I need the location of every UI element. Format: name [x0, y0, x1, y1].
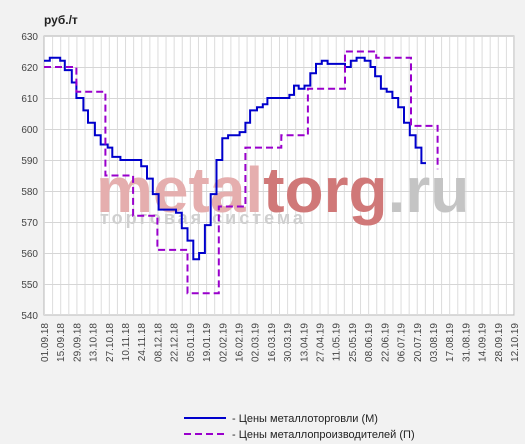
- x-tick-label: 29.09.18: [72, 323, 83, 362]
- x-tick-label: 28.09.19: [494, 323, 505, 362]
- x-tick-label: 05.01.19: [186, 323, 197, 362]
- watermark-subtext: торговая система: [100, 208, 306, 228]
- x-tick-label: 11.05.19: [332, 323, 343, 362]
- y-tick-label: 600: [21, 125, 38, 136]
- x-tick-label: 06.07.19: [397, 323, 408, 362]
- x-tick-label: 22.06.19: [380, 323, 391, 362]
- series-layer: [44, 50, 439, 295]
- series-line-0: [44, 56, 426, 261]
- x-tick-label: 17.08.19: [445, 323, 456, 362]
- y-tick-label: 540: [21, 311, 38, 322]
- x-tick-label: 27.10.18: [105, 323, 116, 362]
- x-tick-label: 08.06.19: [364, 323, 375, 362]
- y-tick-label: 610: [21, 94, 38, 105]
- x-tick-label: 27.04.19: [316, 323, 327, 362]
- legend-label-1: - Цены металлопроизводителей (П): [232, 429, 415, 441]
- x-tick-label: 03.08.19: [429, 323, 440, 362]
- x-tick-label: 30.03.19: [283, 323, 294, 362]
- x-tick-label: 20.07.19: [413, 323, 424, 362]
- x-tick-label: 25.05.19: [348, 323, 359, 362]
- watermark-text: metaltorg.ru: [96, 154, 469, 226]
- x-tick-label: 13.10.18: [89, 323, 100, 362]
- y-axis-ticks: 540 550 560 570 580 590 600 610 620 630: [21, 32, 38, 322]
- x-tick-label: 02.02.19: [218, 323, 229, 362]
- x-tick-label: 16.03.19: [267, 323, 278, 362]
- legend-label-0: - Цены металлоторговли (М): [232, 413, 378, 425]
- y-tick-label: 550: [21, 280, 38, 291]
- y-tick-label: 630: [21, 32, 38, 43]
- legend: - Цены металлоторговли (М) - Цены металло…: [184, 413, 415, 441]
- y-tick-label: 570: [21, 218, 38, 229]
- x-tick-label: 19.01.19: [202, 323, 213, 362]
- y-tick-label: 620: [21, 63, 38, 74]
- x-tick-label: 02.03.19: [251, 323, 262, 362]
- x-tick-label: 15.09.18: [56, 323, 67, 362]
- x-tick-label: 12.10.19: [510, 323, 521, 362]
- x-tick-label: 10.11.18: [121, 323, 132, 362]
- y-tick-label: 580: [21, 187, 38, 198]
- x-axis-ticks: 01.09.18 15.09.18 29.09.18 13.10.18 27.10.18…: [40, 323, 521, 362]
- x-tick-label: 16.02.19: [234, 323, 245, 362]
- x-tick-label: 24.11.18: [137, 323, 148, 362]
- x-tick-label: 31.08.19: [461, 323, 472, 362]
- x-tick-label: 08.12.18: [153, 323, 164, 362]
- y-axis-unit: руб./т: [44, 13, 78, 27]
- x-tick-label: 01.09.18: [40, 323, 51, 362]
- x-tick-label: 13.04.19: [299, 323, 310, 362]
- x-tick-label: 14.09.19: [478, 323, 489, 362]
- y-tick-label: 590: [21, 156, 38, 167]
- x-tick-label: 22.12.18: [170, 323, 181, 362]
- vertical-gridlines: [44, 36, 515, 315]
- y-tick-label: 560: [21, 249, 38, 260]
